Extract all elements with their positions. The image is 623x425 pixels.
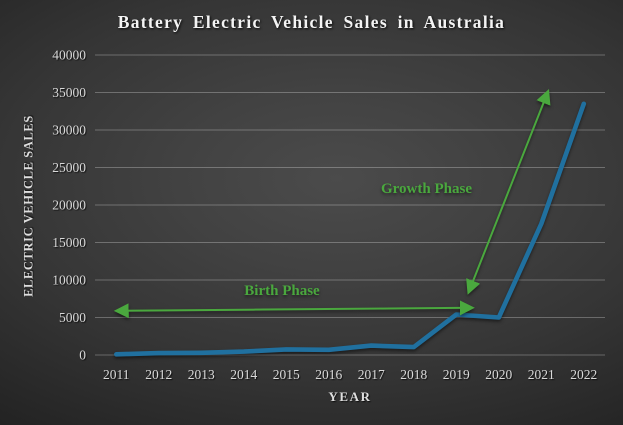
- x-axis-tick-label: 2011: [103, 367, 130, 382]
- x-axis-tick-label: 2020: [485, 367, 512, 382]
- x-axis-tick-label: 2015: [273, 367, 300, 382]
- phase-label: Birth Phase: [244, 283, 320, 299]
- x-axis-tick-label: 2014: [230, 367, 257, 382]
- y-axis-tick-label: 35000: [52, 85, 86, 100]
- x-axis-title: YEAR: [328, 389, 372, 404]
- x-axis-tick-label: 2016: [315, 367, 342, 382]
- chart-title: Battery Electric Vehicle Sales in Austra…: [117, 12, 506, 32]
- x-axis-tick-label: 2013: [188, 367, 215, 382]
- y-axis-tick-label: 25000: [52, 160, 86, 175]
- y-axis-tick-label: 40000: [52, 48, 86, 63]
- y-axis-tick-label: 20000: [52, 198, 86, 213]
- phase-arrow: [466, 89, 551, 295]
- phase-annotation: Growth Phase: [381, 89, 551, 295]
- x-axis-tick-label: 2017: [358, 367, 385, 382]
- phase-label: Growth Phase: [381, 181, 472, 197]
- x-axis-tick-label: 2018: [400, 367, 427, 382]
- phase-arrow: [113, 300, 475, 319]
- x-axis-tick-label: 2019: [443, 367, 470, 382]
- sales-data-line: [114, 101, 587, 357]
- x-axis-tick-label: 2021: [528, 367, 555, 382]
- x-axis-tick-label: 2022: [570, 367, 597, 382]
- phase-annotation: Birth Phase: [113, 283, 475, 319]
- y-axis-tick-label: 15000: [52, 235, 86, 250]
- x-axis-tick-label: 2012: [145, 367, 172, 382]
- y-axis-tick-label: 5000: [59, 310, 86, 325]
- y-axis-tick-label: 30000: [52, 123, 86, 138]
- y-axis-tick-label: 10000: [52, 273, 86, 288]
- y-axis-tick-label: 0: [79, 348, 86, 363]
